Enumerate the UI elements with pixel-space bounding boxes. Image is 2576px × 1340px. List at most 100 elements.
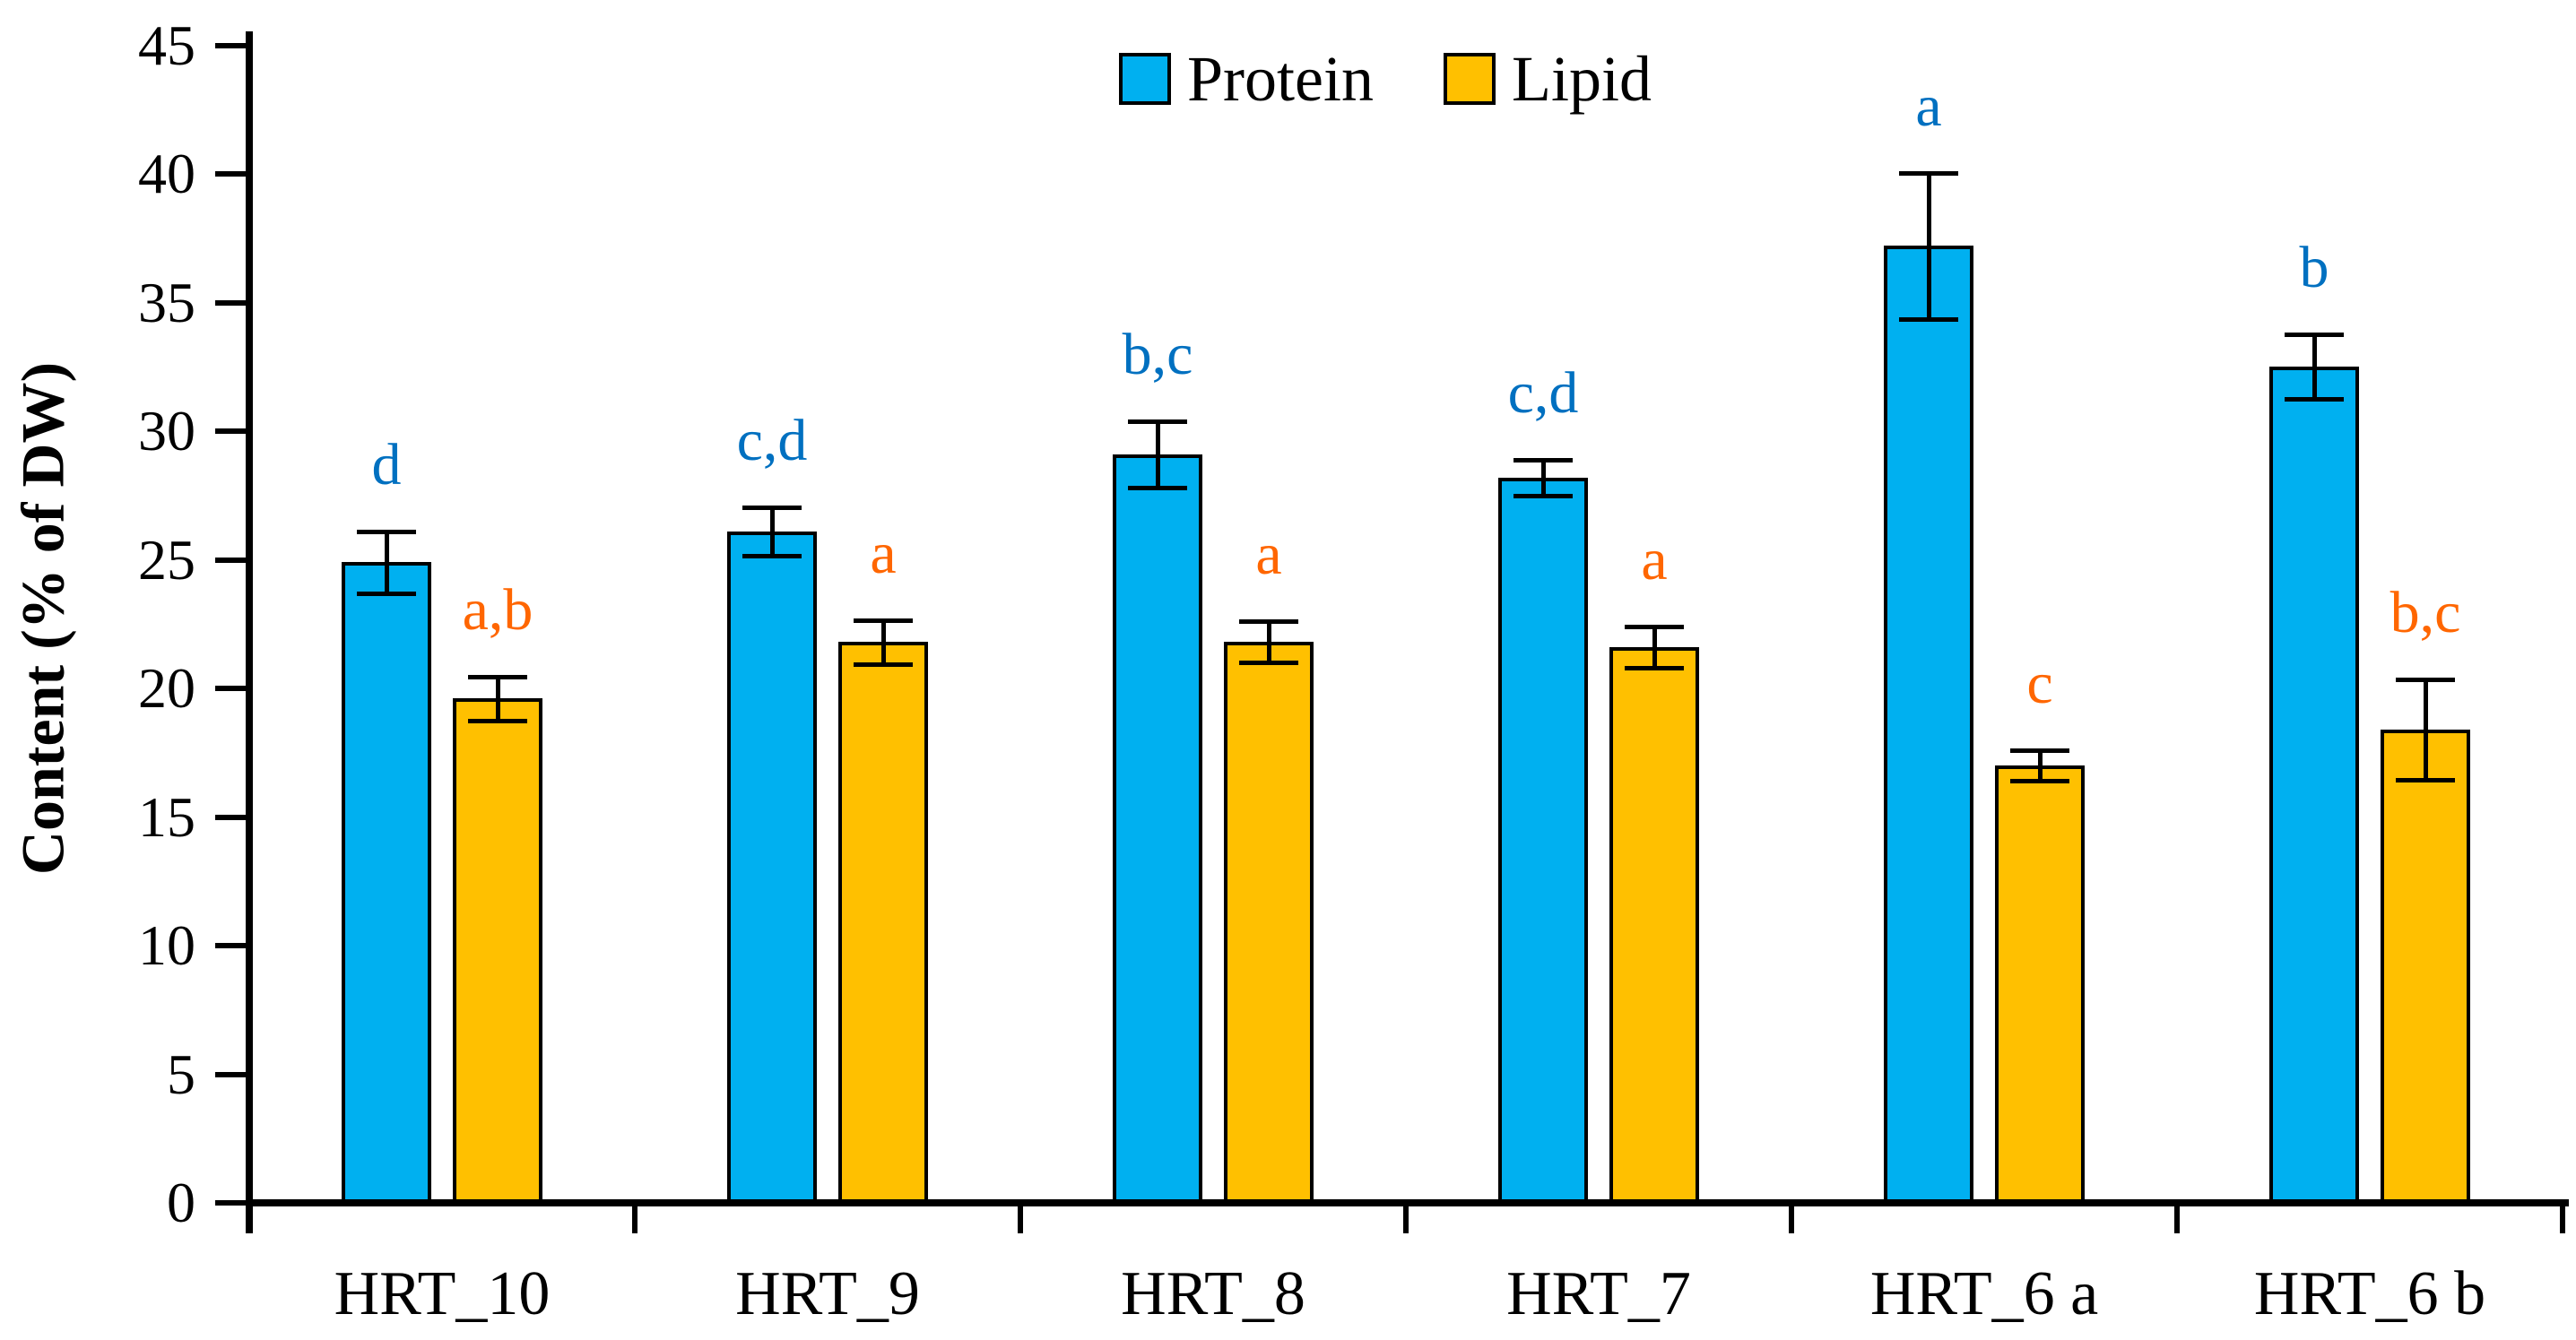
y-tick-label: 35 <box>138 270 195 334</box>
y-axis-tick <box>215 814 249 820</box>
x-category-label: HRT_6 b <box>2253 1259 2486 1328</box>
error-bar-cap-top <box>1239 619 1298 625</box>
error-bar-cap-top <box>2396 677 2455 682</box>
sig-letter: a <box>870 520 897 586</box>
y-axis-tick <box>215 428 249 434</box>
error-bar-cap-top <box>742 505 802 510</box>
sig-letter: b <box>2299 235 2329 301</box>
error-bar-line <box>495 677 500 721</box>
bar-protein-HRT_10 <box>342 562 431 1206</box>
error-bar-cap-top <box>468 675 527 680</box>
x-category-label: HRT_7 <box>1506 1259 1691 1328</box>
bar-lipid-HRT_6-b <box>2381 729 2470 1206</box>
bar-lipid-HRT_8 <box>1224 642 1314 1206</box>
error-bar-cap-bottom <box>2010 779 2069 784</box>
y-axis-line <box>246 31 253 1233</box>
sig-letter: b,c <box>1122 321 1193 387</box>
error-bar-line <box>1266 621 1271 663</box>
bar-lipid-HRT_9 <box>838 642 928 1206</box>
legend-label-lipid: Lipid <box>1511 43 1652 115</box>
error-bar-line <box>1540 459 1546 496</box>
x-axis-tick <box>1018 1203 1023 1233</box>
x-axis-tick <box>2174 1203 2180 1233</box>
error-bar-cap-bottom <box>742 554 802 559</box>
y-tick-label: 40 <box>138 142 195 205</box>
bar-protein-HRT_6-b <box>2269 367 2359 1206</box>
error-bar-cap-bottom <box>1239 661 1298 666</box>
sig-letter: c <box>2026 650 2053 716</box>
y-axis-title: Content (% of DW) <box>8 361 77 876</box>
bar-lipid-HRT_10 <box>453 698 542 1206</box>
error-bar-cap-top <box>1514 457 1573 463</box>
sig-letter: b,c <box>2390 579 2461 645</box>
error-bar-line <box>2311 334 2317 400</box>
x-axis-line <box>246 1199 2569 1206</box>
y-tick-label: 20 <box>138 656 195 720</box>
sig-letter: a <box>1915 73 1942 139</box>
error-bar-cap-bottom <box>1899 317 1958 323</box>
error-bar-cap-top <box>854 618 913 623</box>
legend-label-protein: Protein <box>1187 43 1374 115</box>
x-axis-tick <box>1789 1203 1794 1233</box>
legend-item-protein: Protein <box>1119 47 1374 111</box>
x-axis-tick <box>1403 1203 1409 1233</box>
sig-letter: c,d <box>1507 359 1579 426</box>
error-bar-line <box>1652 627 1657 669</box>
sig-letter: c,d <box>736 407 808 473</box>
error-bar-cap-bottom <box>1625 666 1684 671</box>
error-bar-cap-top <box>1899 170 1958 176</box>
error-bar-cap-top <box>357 529 416 534</box>
error-bar-cap-top <box>1625 625 1684 630</box>
x-category-label: HRT_6 a <box>1869 1259 2099 1328</box>
legend: Protein Lipid <box>1119 47 1652 111</box>
legend-swatch-lipid-icon <box>1443 53 1496 105</box>
x-axis-tick <box>2560 1203 2565 1233</box>
legend-swatch-protein-icon <box>1119 53 1171 105</box>
bar-lipid-HRT_6-a <box>1995 765 2085 1206</box>
bar-protein-HRT_9 <box>727 531 817 1206</box>
y-tick-label: 0 <box>167 1171 195 1234</box>
y-axis-tick <box>215 299 249 306</box>
error-bar-cap-bottom <box>1514 493 1573 498</box>
bar-protein-HRT_6-a <box>1884 246 1973 1206</box>
error-bar-line <box>769 506 775 557</box>
y-axis-tick <box>215 943 249 948</box>
sig-letter: a <box>1255 522 1282 588</box>
error-bar-cap-bottom <box>2396 777 2455 782</box>
error-bar-cap-bottom <box>1128 486 1187 491</box>
error-bar-cap-bottom <box>357 591 416 596</box>
y-tick-label: 30 <box>138 399 195 463</box>
error-bar-cap-bottom <box>468 718 527 723</box>
y-axis-tick <box>215 171 249 177</box>
error-bar-cap-bottom <box>854 661 913 667</box>
error-bar-line <box>2037 749 2043 782</box>
error-bar-line <box>880 619 886 664</box>
y-tick-label: 45 <box>138 13 195 77</box>
error-bar-cap-top <box>1128 419 1187 424</box>
x-category-label: HRT_9 <box>735 1259 920 1328</box>
error-bar-line <box>384 531 389 593</box>
sig-letter: a <box>1641 527 1668 593</box>
y-axis-tick <box>215 42 249 48</box>
x-category-label: HRT_10 <box>334 1259 551 1328</box>
y-axis-tick <box>215 557 249 563</box>
sig-letter: a,b <box>462 577 533 644</box>
legend-item-lipid: Lipid <box>1443 43 1652 115</box>
error-bar-line <box>2423 679 2428 780</box>
y-tick-label: 5 <box>167 1042 195 1106</box>
bar-protein-HRT_8 <box>1113 454 1202 1206</box>
y-axis-tick <box>215 686 249 691</box>
error-bar-line <box>1926 172 1931 320</box>
error-bar-cap-top <box>2010 748 2069 753</box>
sig-letter: d <box>371 431 402 497</box>
error-bar-line <box>1155 420 1160 488</box>
error-bar-cap-top <box>2285 333 2344 338</box>
bar-lipid-HRT_7 <box>1609 647 1699 1206</box>
error-bar-cap-bottom <box>2285 397 2344 402</box>
y-tick-label: 25 <box>138 527 195 592</box>
y-axis-tick <box>215 1071 249 1077</box>
x-category-label: HRT_8 <box>1121 1259 1305 1328</box>
y-axis-tick <box>215 1200 249 1206</box>
